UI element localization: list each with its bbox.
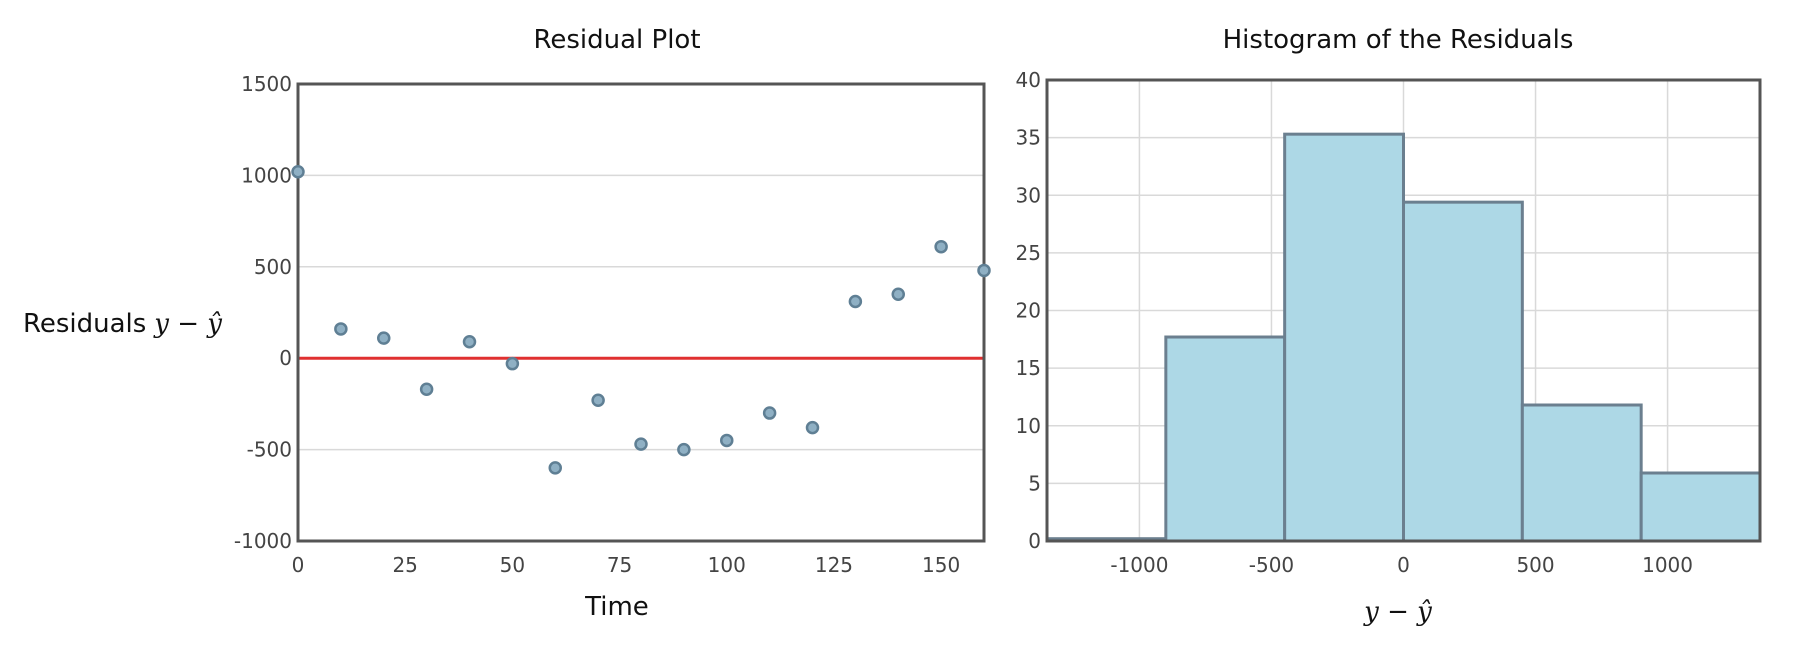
histogram-bar <box>1283 132 1405 543</box>
y-tick-label: 30 <box>1016 183 1041 207</box>
x-tick-label: 0 <box>292 553 305 577</box>
residual-point <box>805 420 820 435</box>
x-tick-label: 1000 <box>1642 553 1693 577</box>
histogram-title: Histogram of the Residuals <box>1223 25 1574 55</box>
x-tick-label: 50 <box>500 553 525 577</box>
y-tick-label: 35 <box>1016 126 1041 150</box>
y-tick-label: -1000 <box>234 529 292 553</box>
residual-point <box>848 294 863 309</box>
residual-point <box>548 461 562 475</box>
residual-plot-y-label-text: Residuals <box>23 309 146 339</box>
residual-plot-x-label: Time <box>584 592 649 622</box>
y-tick-label: 1500 <box>241 72 292 96</box>
histogram-bar <box>1164 335 1287 543</box>
y-tick-label: 25 <box>1016 241 1041 265</box>
x-tick-label: 125 <box>815 553 853 577</box>
residual-point <box>891 287 905 301</box>
residual-plot-y-label: Residuals y − ŷ <box>23 309 222 339</box>
y-tick-label: 0 <box>279 346 292 370</box>
y-tick-label: 20 <box>1016 299 1041 323</box>
x-tick-label: 150 <box>922 553 960 577</box>
y-tick-label: 10 <box>1016 414 1041 438</box>
residual-plot-grid <box>298 174 984 451</box>
residual-plot-y-label-math: y − ŷ <box>153 309 222 339</box>
residual-points <box>291 164 991 475</box>
x-tick-label: 25 <box>392 553 417 577</box>
residual-point <box>762 406 777 420</box>
residual-plot: Residual Plot -1000 -500 0 500 1000 1500 0 25 5… <box>23 25 991 622</box>
residual-point <box>462 334 477 349</box>
residual-plot-title: Residual Plot <box>533 25 700 55</box>
x-tick-label: 500 <box>1516 553 1554 577</box>
x-tick-label: 0 <box>1397 553 1410 577</box>
residual-point <box>677 442 691 457</box>
residual-plot-x-ticks: 0 25 50 75 100 125 150 <box>292 553 961 577</box>
x-tick-label: -500 <box>1249 553 1294 577</box>
residual-histogram: Histogram of the Residuals 0 5 10 15 20 25 30 3… <box>1016 25 1762 627</box>
y-tick-label: 5 <box>1028 471 1041 495</box>
y-tick-label: 0 <box>1028 529 1041 553</box>
residual-plot-frame <box>296 82 986 543</box>
histogram-x-label: y − ŷ <box>1363 597 1432 627</box>
residual-point <box>591 393 605 407</box>
histogram-bar <box>1639 471 1762 543</box>
x-tick-label: -1000 <box>1110 553 1168 577</box>
x-tick-label: 100 <box>708 553 746 577</box>
residual-plot-y-ticks: -1000 -500 0 500 1000 1500 <box>234 72 292 553</box>
y-tick-label: -500 <box>247 438 292 462</box>
y-tick-label: 15 <box>1016 356 1041 380</box>
y-tick-label: 500 <box>254 255 292 279</box>
residual-point <box>934 239 948 254</box>
histogram-bar <box>1402 200 1524 543</box>
histogram-x-ticks: -1000 -500 0 500 1000 <box>1110 553 1693 577</box>
residual-point <box>505 356 520 371</box>
histogram-y-ticks: 0 5 10 15 20 25 30 35 40 <box>1016 68 1041 553</box>
histogram-frame <box>1045 78 1762 543</box>
histogram-bar <box>1520 403 1643 543</box>
residual-point <box>377 331 391 345</box>
y-tick-label: 1000 <box>241 163 292 187</box>
residual-point <box>291 164 305 179</box>
residual-point <box>634 437 648 451</box>
residual-point <box>419 382 434 397</box>
x-tick-label: 75 <box>607 553 632 577</box>
y-tick-label: 40 <box>1016 68 1041 92</box>
residual-point <box>334 322 348 336</box>
residual-point <box>720 433 734 448</box>
residual-point <box>977 263 991 278</box>
